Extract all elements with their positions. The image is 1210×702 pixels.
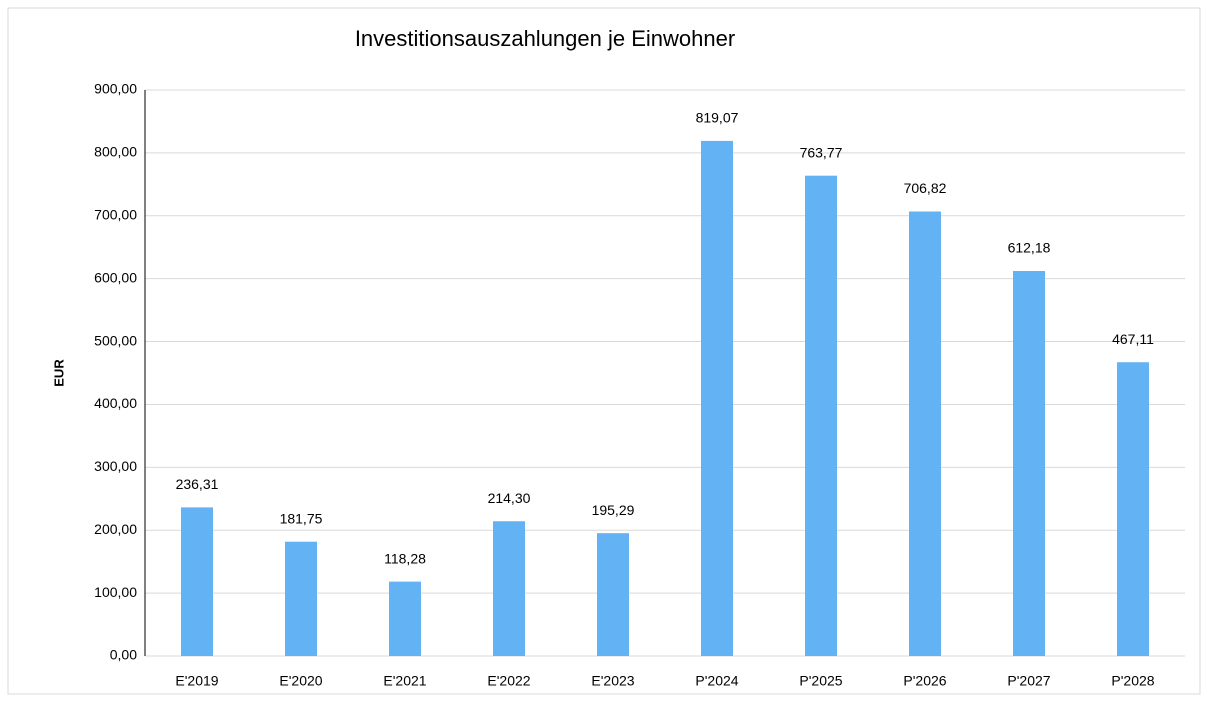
y-tick-label: 700,00 — [94, 206, 137, 222]
data-label: 763,77 — [800, 144, 843, 160]
data-label: 118,28 — [384, 550, 426, 566]
data-label: 181,75 — [280, 510, 323, 526]
y-tick-label: 200,00 — [94, 521, 137, 537]
bar — [701, 140, 733, 656]
y-tick-label: 100,00 — [94, 584, 137, 600]
x-tick-label: E'2019 — [175, 673, 218, 689]
x-tick-label: E'2020 — [279, 673, 322, 689]
bar — [285, 541, 317, 656]
data-label: 612,18 — [1008, 240, 1051, 256]
y-tick-label: 0,00 — [110, 647, 137, 663]
bar — [597, 533, 629, 656]
bar — [493, 521, 525, 656]
bar — [181, 507, 213, 656]
data-label: 819,07 — [696, 110, 739, 126]
bar — [909, 211, 941, 656]
bar — [389, 581, 421, 656]
y-tick-label: 500,00 — [94, 332, 137, 348]
data-label: 236,31 — [176, 476, 219, 492]
x-tick-label: P'2025 — [799, 673, 842, 689]
data-label: 706,82 — [904, 180, 947, 196]
bar — [805, 175, 837, 657]
bar — [1013, 271, 1045, 656]
y-axis-label: EUR — [51, 359, 66, 387]
bar — [1117, 362, 1149, 656]
x-tick-label: P'2027 — [1007, 673, 1050, 689]
y-tick-label: 400,00 — [94, 395, 137, 411]
y-tick-label: 800,00 — [94, 144, 137, 160]
y-tick-label: 900,00 — [94, 81, 137, 97]
y-tick-label: 300,00 — [94, 458, 137, 474]
x-tick-label: P'2026 — [903, 673, 946, 689]
data-label: 214,30 — [488, 490, 531, 506]
data-label: 467,11 — [1112, 331, 1154, 347]
x-tick-label: E'2023 — [591, 673, 634, 689]
x-tick-label: E'2021 — [383, 673, 426, 689]
x-tick-label: E'2022 — [487, 673, 530, 689]
x-tick-label: P'2024 — [695, 673, 738, 689]
chart-title: Investitionsauszahlungen je Einwohner — [355, 26, 735, 51]
x-tick-label: P'2028 — [1111, 673, 1154, 689]
y-tick-label: 600,00 — [94, 269, 137, 285]
data-label: 195,29 — [592, 502, 635, 518]
